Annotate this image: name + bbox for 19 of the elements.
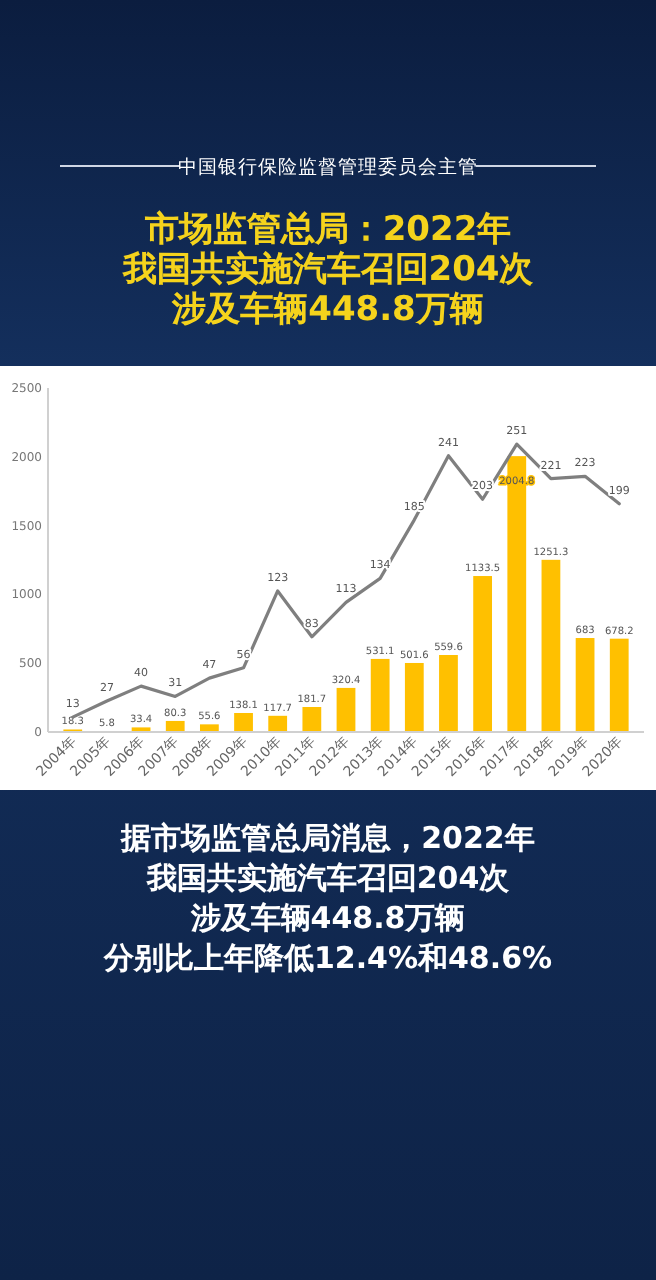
bar [370,658,390,732]
text: 我国共实施汽车召回204次 [144,860,512,896]
bar [165,720,185,732]
bar [439,655,458,732]
bar [234,713,253,732]
bar [404,662,424,732]
bar [336,687,356,732]
bar [609,638,629,732]
bar [575,638,595,732]
bar [199,724,219,732]
bar [473,576,493,732]
text: 据市场监管总局消息，2022年 [119,820,535,856]
bar [268,715,288,732]
chart-title: 市场监管总局：2022年我国共实施汽车召回204次涉及车辆448.8万辆 [120,210,536,330]
chart-subtitle: 中国银行保险监督管理委员会主管 [178,155,478,179]
text: 分别比上年降低12.4%和48.6% [101,940,553,976]
text: 涉及车辆448.8万辆 [188,900,466,936]
bar [541,559,561,732]
bar [302,707,322,732]
